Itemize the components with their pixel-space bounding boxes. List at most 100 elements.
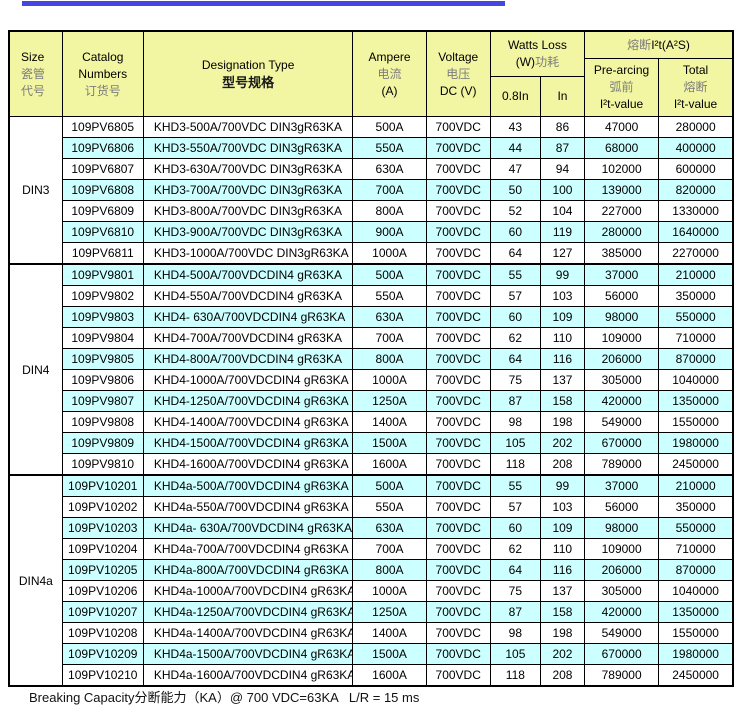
watts-08in-cell: 62	[489, 538, 541, 560]
voltage-cell: 700VDC	[425, 306, 491, 328]
watts-08in-cell: 44	[489, 137, 541, 159]
catalog-cell: 109PV10208	[61, 622, 144, 644]
watts-loss-label-zh: 功耗	[535, 55, 560, 69]
total-i2t-cell: 1550000	[658, 411, 734, 433]
prearcing-i2t-cell: 789000	[584, 453, 660, 476]
ampere-cell: 500A	[352, 263, 427, 286]
voltage-cell: 700VDC	[425, 432, 491, 454]
table-row: 109PV9806 KHD4-1000A/700VDCDIN4 gR63KA 100…	[9, 369, 734, 391]
total-i2t-cell: 1330000	[658, 200, 734, 222]
voltage-cell: 700VDC	[425, 474, 491, 497]
ampere-cell: 1000A	[352, 580, 427, 602]
ampere-label-en: Ampere	[368, 49, 411, 64]
watts-in-cell: 104	[539, 200, 586, 222]
prearcing-i2t-cell: 56000	[584, 285, 660, 307]
table-row: 109PV6808 KHD3-700A/700VDC DIN3gR63KA 700A…	[9, 179, 734, 201]
size-cell: DIN4	[8, 263, 63, 476]
total-i2t-cell: 710000	[658, 327, 734, 349]
voltage-cell: 700VDC	[425, 580, 491, 602]
watts-in-cell: 208	[539, 664, 586, 687]
prearcing-i2t-cell: 109000	[584, 327, 660, 349]
voltage-cell: 700VDC	[425, 263, 491, 286]
total-i2t-cell: 210000	[658, 263, 734, 286]
watts-in-cell: 94	[539, 158, 586, 180]
watts-in-cell: 110	[539, 327, 586, 349]
prearcing-i2t-cell: 420000	[584, 390, 660, 412]
prearcing-label-value: I²t-value	[599, 97, 644, 111]
table-row: 109PV6809 KHD3-800A/700VDC DIN3gR63KA 800A…	[9, 200, 734, 222]
col-header-in: In	[539, 77, 584, 116]
table-row: DIN4a 109PV10201 KHD4a-500A/700VDCDIN4 gR6…	[8, 474, 734, 687]
prearcing-i2t-cell: 227000	[584, 200, 660, 222]
catalog-label-zh: 订货号	[84, 83, 121, 98]
total-i2t-cell: 350000	[658, 285, 734, 307]
ampere-cell: 700A	[352, 179, 427, 201]
watts-in-cell: 103	[539, 496, 586, 518]
sub-header-in-label: In	[557, 89, 568, 103]
voltage-cell: 700VDC	[425, 411, 491, 433]
size-label-en: Size	[21, 49, 45, 64]
ampere-cell: 1000A	[352, 242, 427, 265]
breaking-capacity-note: Breaking Capacity分断能力（KA）@ 700 VDC=63KA …	[29, 690, 420, 705]
table-row: 109PV10202 KHD4a-550A/700VDCDIN4 gR63KA 55…	[9, 496, 734, 518]
watts-in-cell: 119	[539, 221, 586, 243]
ampere-cell: 700A	[352, 538, 427, 560]
catalog-cell: 109PV9804	[61, 327, 144, 349]
prearcing-i2t-cell: 98000	[584, 517, 660, 539]
voltage-cell: 700VDC	[425, 496, 491, 518]
col-header-ampere: Ampere 电流 (A)	[352, 30, 427, 117]
catalog-cell: 109PV10206	[61, 580, 144, 602]
designation-cell: KHD4-1400A/700VDCDIN4 gR63KA	[142, 411, 354, 433]
voltage-cell: 700VDC	[425, 242, 491, 265]
watts-in-cell: 202	[539, 432, 586, 454]
col-header-08in: 0.8In	[491, 77, 540, 116]
designation-cell: KHD4a-550A/700VDCDIN4 gR63KA	[142, 496, 354, 518]
watts-08in-cell: 64	[489, 559, 541, 581]
table-row: 109PV6810 KHD3-900A/700VDC DIN3gR63KA 900A…	[9, 221, 734, 243]
catalog-cell: 109PV10202	[61, 496, 144, 518]
designation-cell: KHD4a-1000A/700VDCDIN4 gR63KA	[142, 580, 354, 602]
spec-sheet: Size 瓷管 代号 Catalog Numbers 订货号 Designati…	[8, 30, 734, 687]
designation-cell: KHD4a-700A/700VDCDIN4 gR63KA	[142, 538, 354, 560]
total-i2t-cell: 1980000	[658, 432, 734, 454]
watts-08in-cell: 52	[489, 200, 541, 222]
voltage-cell: 700VDC	[425, 137, 491, 159]
prearcing-i2t-cell: 37000	[584, 474, 660, 497]
catalog-cell: 109PV6810	[61, 221, 144, 243]
ampere-cell: 550A	[352, 496, 427, 518]
table-row: 109PV9808 KHD4-1400A/700VDCDIN4 gR63KA 140…	[9, 411, 734, 433]
catalog-cell: 109PV9809	[61, 432, 144, 454]
designation-cell: KHD3-900A/700VDC DIN3gR63KA	[142, 221, 354, 243]
designation-label-zh: 型号规格	[222, 75, 275, 90]
size-group-din3: DIN3 109PV6805 KHD3-500A/700VDC DIN3gR63KA…	[8, 116, 734, 265]
prearcing-i2t-cell: 47000	[584, 116, 660, 138]
ampere-cell: 800A	[352, 559, 427, 581]
watts-08in-cell: 60	[489, 221, 541, 243]
catalog-cell: 109PV6807	[61, 158, 144, 180]
catalog-cell: 109PV10205	[61, 559, 144, 581]
total-label-zh: 熔断	[683, 80, 708, 94]
prearcing-i2t-cell: 280000	[584, 221, 660, 243]
watts-08in-cell: 57	[489, 496, 541, 518]
designation-cell: KHD4-700A/700VDCDIN4 gR63KA	[142, 327, 354, 349]
catalog-cell: 109PV9806	[61, 369, 144, 391]
designation-label-en: Designation Type	[201, 58, 295, 72]
watts-in-cell: 116	[539, 559, 586, 581]
catalog-cell: 109PV9802	[61, 285, 144, 307]
size-label-zh1: 瓷管	[21, 66, 46, 81]
voltage-cell: 700VDC	[425, 158, 491, 180]
catalog-cell: 109PV9805	[61, 348, 144, 370]
watts-08in-cell: 50	[489, 179, 541, 201]
total-i2t-cell: 1980000	[658, 643, 734, 665]
prearcing-i2t-cell: 56000	[584, 496, 660, 518]
designation-cell: KHD4-1250A/700VDCDIN4 gR63KA	[142, 390, 354, 412]
designation-cell: KHD3-700A/700VDC DIN3gR63KA	[142, 179, 354, 201]
catalog-cell: 109PV10203	[61, 517, 144, 539]
designation-cell: KHD4a-1500A/700VDCDIN4 gR63KA	[142, 643, 354, 665]
total-i2t-cell: 1350000	[658, 601, 734, 623]
table-row: 109PV10208 KHD4a-1400A/700VDCDIN4 gR63KA 1…	[9, 622, 734, 644]
total-i2t-cell: 1040000	[658, 369, 734, 391]
total-i2t-cell: 550000	[658, 517, 734, 539]
watts-in-cell: 137	[539, 580, 586, 602]
prearcing-i2t-cell: 206000	[584, 348, 660, 370]
